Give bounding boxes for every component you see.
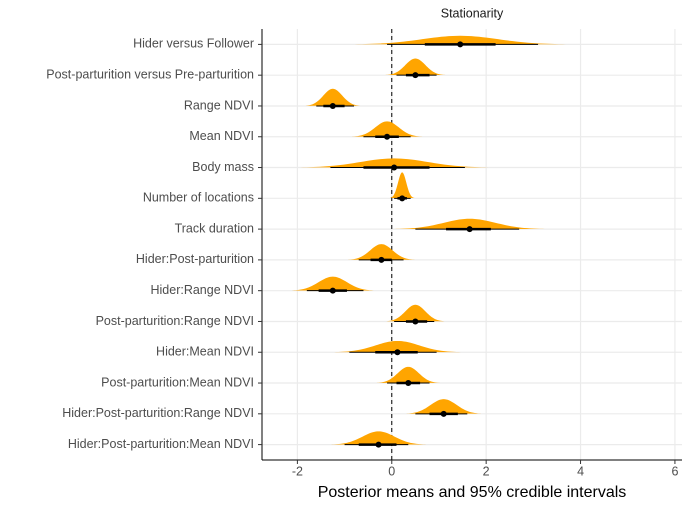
y-tick-label: Hider:Post-parturition:Mean NDVI: [68, 437, 254, 451]
y-tick-label: Number of locations: [143, 191, 254, 205]
mean-point: [391, 164, 398, 171]
x-tick-label: 2: [483, 464, 490, 478]
mean-point: [394, 349, 401, 356]
panel-title: Stationarity: [441, 6, 504, 20]
y-tick-label: Hider:Mean NDVI: [156, 345, 254, 359]
density: [290, 276, 376, 291]
mean-point: [329, 287, 336, 294]
mean-point: [405, 380, 412, 387]
mean-point: [384, 133, 391, 140]
x-axis-label: Posterior means and 95% credible interva…: [318, 484, 627, 501]
mean-point: [329, 102, 336, 109]
x-tick-label: 4: [577, 464, 584, 478]
density: [391, 218, 548, 229]
y-tick-label: Hider versus Follower: [133, 37, 254, 51]
density: [330, 431, 427, 445]
x-tick-label: 6: [671, 464, 678, 478]
y-tick-label: Hider:Post-parturition: [136, 252, 254, 266]
density: [331, 340, 463, 353]
density: [293, 158, 496, 168]
density: [376, 366, 441, 383]
y-tick-label: Post-parturition versus Pre-parturition: [46, 67, 254, 81]
y-tick-label: Hider:Post-parturition:Range NDVI: [62, 406, 254, 420]
x-tick-label: -2: [292, 464, 303, 478]
x-tick-label: 0: [388, 464, 395, 478]
y-tick-label: Hider:Range NDVI: [150, 283, 254, 297]
density: [346, 35, 574, 45]
y-tick-label: Post-parturition:Mean NDVI: [101, 375, 254, 389]
density: [304, 88, 362, 106]
mean-point: [466, 226, 473, 233]
density: [385, 304, 446, 322]
mean-point: [412, 318, 419, 325]
density: [351, 121, 423, 137]
mean-point: [375, 441, 382, 448]
mean-point: [399, 195, 406, 202]
y-tick-label: Body mass: [192, 160, 254, 174]
y-tick-label: Track duration: [175, 221, 254, 235]
mean-point: [457, 41, 464, 48]
y-tick-label: Post-parturition:Range NDVI: [96, 314, 254, 328]
density: [389, 172, 415, 199]
density: [404, 399, 483, 414]
mean-point: [412, 72, 419, 79]
mean-point: [440, 410, 447, 417]
density: [385, 58, 446, 75]
density: [347, 244, 416, 260]
y-tick-label: Mean NDVI: [189, 129, 254, 143]
mean-point: [378, 256, 385, 263]
y-tick-label: Range NDVI: [184, 98, 254, 112]
